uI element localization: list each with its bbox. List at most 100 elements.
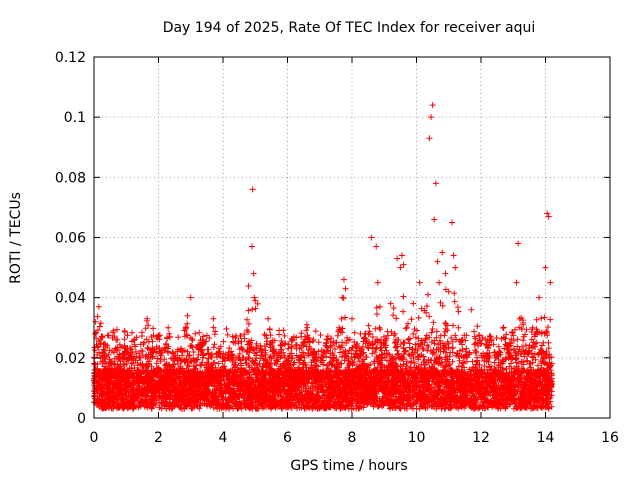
roti-data-point — [249, 186, 256, 193]
roti-data-point — [481, 357, 488, 364]
x-tick-label: 0 — [90, 430, 99, 446]
roti-data-point — [290, 333, 297, 340]
roti-data-point — [494, 351, 501, 358]
roti-data-point — [323, 339, 330, 346]
roti-data-point — [116, 381, 123, 388]
roti-data-point — [271, 369, 278, 376]
roti-data-point — [336, 324, 343, 331]
roti-data-point — [95, 303, 102, 310]
roti-data-point — [110, 327, 117, 334]
roti-data-point — [158, 378, 165, 385]
roti-data-point — [355, 354, 362, 361]
roti-data-point — [416, 279, 423, 286]
roti-data-point — [171, 366, 178, 373]
roti-data-point — [149, 375, 156, 382]
roti-data-point — [216, 348, 223, 355]
roti-data-point — [153, 333, 160, 340]
roti-data-point — [284, 360, 291, 367]
roti-data-point — [132, 348, 139, 355]
roti-data-point — [487, 333, 494, 340]
roti-data-point — [144, 315, 151, 322]
roti-data-point — [403, 324, 410, 331]
roti-data-point — [329, 357, 336, 364]
roti-data-point — [203, 375, 210, 382]
roti-data-point — [340, 276, 347, 283]
roti-data-point — [432, 180, 439, 187]
roti-data-point — [515, 240, 522, 247]
roti-data-point — [450, 252, 457, 259]
y-tick-label: 0.1 — [64, 110, 86, 126]
roti-data-point — [387, 300, 394, 307]
x-tick-label: 2 — [154, 430, 163, 446]
y-tick-label: 0.04 — [55, 291, 86, 307]
roti-data-point — [251, 294, 258, 301]
y-tick-label: 0.08 — [55, 170, 86, 186]
roti-data-point — [250, 270, 257, 277]
roti-data-point — [439, 249, 446, 256]
roti-data-point — [184, 312, 191, 319]
roti-data-point — [239, 372, 246, 379]
roti-data-point — [310, 348, 317, 355]
roti-noise-band — [91, 282, 555, 412]
roti-data-point — [232, 354, 239, 361]
y-tick-label: 0.02 — [55, 351, 86, 367]
gridlines — [94, 57, 610, 418]
roti-data-point — [220, 363, 226, 370]
roti-data-point — [121, 342, 128, 349]
roti-data-point — [428, 114, 435, 121]
roti-data-point — [513, 279, 520, 286]
roti-data-point — [126, 372, 133, 379]
roti-data-point — [398, 252, 405, 259]
roti-data-point — [187, 294, 194, 301]
roti-data-point — [100, 369, 107, 376]
roti-data-point — [316, 378, 323, 385]
plot-frame — [93, 56, 611, 419]
roti-data-point — [245, 339, 252, 346]
x-tick-label: 14 — [537, 430, 555, 446]
roti-data-point — [542, 264, 549, 271]
roti-data-point — [426, 135, 433, 142]
roti-data-point — [105, 378, 112, 385]
roti-data-point — [516, 315, 523, 322]
chart-title: Day 194 of 2025, Rate Of TEC Index for r… — [163, 20, 536, 36]
x-tick-label: 4 — [219, 430, 228, 446]
roti-data-point — [455, 324, 462, 331]
roti-data-point — [342, 285, 349, 292]
roti-data-point — [278, 342, 285, 349]
roti-data-point — [178, 345, 185, 352]
roti-data-point — [376, 324, 383, 331]
roti-data-point — [523, 348, 530, 355]
roti-data-point — [545, 213, 552, 220]
y-tick-label: 0.12 — [55, 50, 86, 66]
roti-data-point — [536, 294, 543, 301]
roti-data-point — [210, 315, 217, 322]
roti-data-point — [249, 243, 256, 250]
roti-data-point — [139, 360, 146, 367]
roti-data-point — [197, 339, 204, 346]
roti-data-point — [361, 330, 368, 337]
roti-data-point — [474, 339, 481, 346]
roti-data-point — [297, 366, 304, 373]
roti-data-point — [190, 357, 197, 364]
axis-tick-labels: 0 0.02 0.04 0.06 0.08 0.1 0.12 0 2 4 6 8 10 12 14 16 — [55, 50, 619, 446]
roti-data-point — [397, 264, 404, 271]
roti-data-point — [303, 321, 310, 328]
roti-data-point — [381, 339, 388, 346]
data-points — [91, 102, 555, 412]
roti-data-point — [258, 351, 265, 358]
roti-data-point — [442, 270, 449, 277]
x-tick-label: 12 — [472, 430, 490, 446]
roti-data-point — [374, 279, 381, 286]
roti-data-point — [468, 306, 475, 313]
y-tick-label: 0 — [77, 411, 86, 427]
x-tick-label: 6 — [283, 430, 292, 446]
roti-data-point — [452, 264, 459, 271]
roti-data-point — [165, 324, 172, 331]
roti-data-point — [445, 288, 452, 295]
roti-data-point — [400, 261, 407, 268]
roti-data-point — [544, 210, 551, 217]
y-axis-label: ROTI / TECUs — [8, 192, 24, 284]
roti-data-point — [431, 216, 438, 223]
x-tick-label: 16 — [601, 430, 619, 446]
